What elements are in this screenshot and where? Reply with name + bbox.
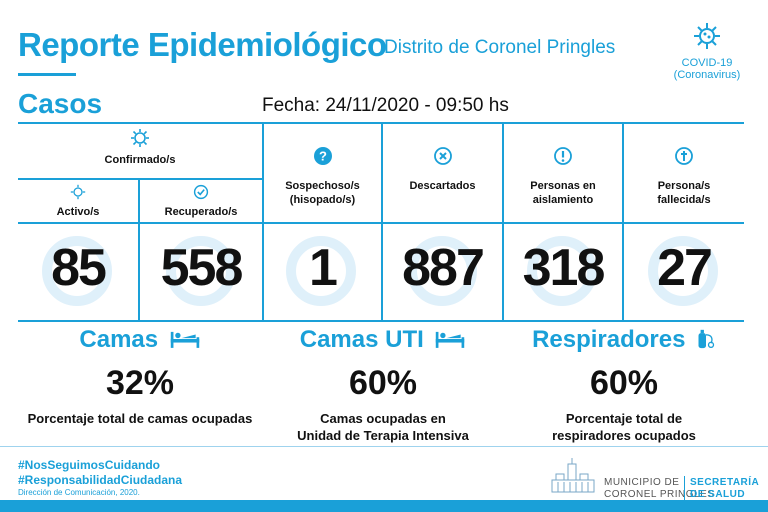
uti-section: Camas UTI [264, 326, 502, 354]
page-subtitle: Distrito de Coronel Pringles [384, 37, 616, 58]
covid-badge: COVID-19 (Coronavirus) [662, 22, 752, 81]
aislamiento-label-1: Personas en [530, 180, 596, 192]
watermark-circle [527, 236, 597, 306]
watermark-circle [166, 236, 236, 306]
grid-mid-line [18, 178, 262, 180]
check-icon [193, 184, 209, 200]
fallecida-count: 27 [657, 239, 713, 297]
respiradores-description-2: respiradores ocupados [552, 428, 696, 443]
camas-percent: 32% [105, 364, 175, 402]
virus-icon [70, 184, 86, 200]
report-date: Fecha: 24/11/2020 - 09:50 hs [262, 95, 509, 116]
camas-title: Camas [79, 326, 159, 353]
bed-icon [170, 331, 199, 348]
cross-icon [675, 147, 693, 165]
aislamiento-count: 318 [522, 239, 606, 297]
question-icon: ? [313, 147, 332, 165]
municipio-line-1: MUNICIPIO DE [604, 477, 680, 488]
direccion-credit: Dirección de Comunicación, 2020. [18, 488, 140, 497]
sospechoso-header: ? Sospechoso/s (hisopado/s) [264, 146, 381, 207]
grid-vline-2 [262, 122, 264, 320]
covid-sublabel: (Coronavirus) [673, 69, 741, 81]
footer-bar [0, 500, 768, 512]
secretaria-line-1: SECRETARÍA [690, 477, 760, 488]
respiradores-description-1: Porcentaje total de [565, 411, 683, 426]
hashtag-1: #NosSeguimosCuidando [18, 458, 161, 472]
respiradores-section: Respiradores [504, 326, 744, 354]
recuperado-header: Recuperado/s [140, 184, 262, 219]
title-underline [18, 73, 76, 76]
confirmados-label: Confirmado/s [104, 154, 176, 166]
municipio-line-2: CORONEL PRINGLES [604, 489, 715, 500]
descartados-label: Descartados [409, 180, 476, 192]
descartados-header: Descartados [383, 146, 502, 193]
confirmados-header: Confirmado/s [18, 128, 262, 167]
descartados-count: 887 [402, 239, 485, 297]
respiradores-percent: 60% [589, 364, 659, 402]
municipio-building-logo [551, 458, 595, 493]
x-icon [433, 147, 452, 165]
watermark-circle [648, 236, 718, 306]
aislamiento-label-2: aislamiento [532, 194, 594, 206]
activo-label: Activo/s [56, 206, 100, 218]
hashtag-2: #ResponsabilidadCiudadana [18, 473, 183, 487]
uti-description-2: Unidad de Terapia Intensiva [297, 428, 469, 443]
covid-label: COVID-19 [681, 57, 733, 69]
grid-vline-1 [138, 178, 140, 320]
watermark-circle [42, 236, 112, 306]
virus-icon [131, 129, 149, 147]
recuperado-count: 558 [160, 239, 244, 297]
camas-section: Camas [18, 326, 262, 354]
recuperado-label: Recuperado/s [164, 206, 238, 218]
sospechoso-label-2: (hisopado/s) [289, 194, 356, 206]
grid-bottom-line [18, 320, 744, 322]
fallecida-label-1: Persona/s [657, 180, 711, 192]
watermark-circle [407, 236, 477, 306]
respiradores-title: Respiradores [532, 326, 686, 353]
camas-description: Porcentaje total de camas ocupadas [27, 411, 253, 426]
uti-description-1: Camas ocupadas en [320, 411, 446, 426]
exclamation-icon [554, 147, 572, 165]
oxygen-icon [698, 329, 715, 349]
virus-icon [694, 23, 720, 49]
fallecida-label-2: fallecida/s [657, 194, 711, 206]
aislamiento-header: Personas en aislamiento [504, 146, 622, 207]
activo-header: Activo/s [18, 184, 138, 219]
activo-count: 85 [51, 239, 107, 297]
secretaria-line-2: DE SALUD [690, 489, 746, 500]
uti-title: Camas UTI [299, 326, 424, 353]
grid-vline-5 [622, 122, 624, 320]
svg-text:?: ? [319, 149, 327, 164]
footer-line [0, 446, 768, 447]
sospechoso-label-1: Sospechoso/s [285, 180, 360, 192]
grid-vline-3 [381, 122, 383, 320]
uti-percent: 60% [348, 364, 418, 402]
sospechoso-count: 1 [309, 239, 338, 297]
casos-title: Casos [18, 88, 103, 119]
footer-divider [684, 476, 685, 500]
bed-icon [436, 331, 465, 348]
page-title: Reporte Epidemiológico [18, 26, 387, 63]
fallecida-header: Persona/s fallecida/s [624, 146, 744, 207]
grid-vline-4 [502, 122, 504, 320]
watermark-circle [286, 236, 356, 306]
